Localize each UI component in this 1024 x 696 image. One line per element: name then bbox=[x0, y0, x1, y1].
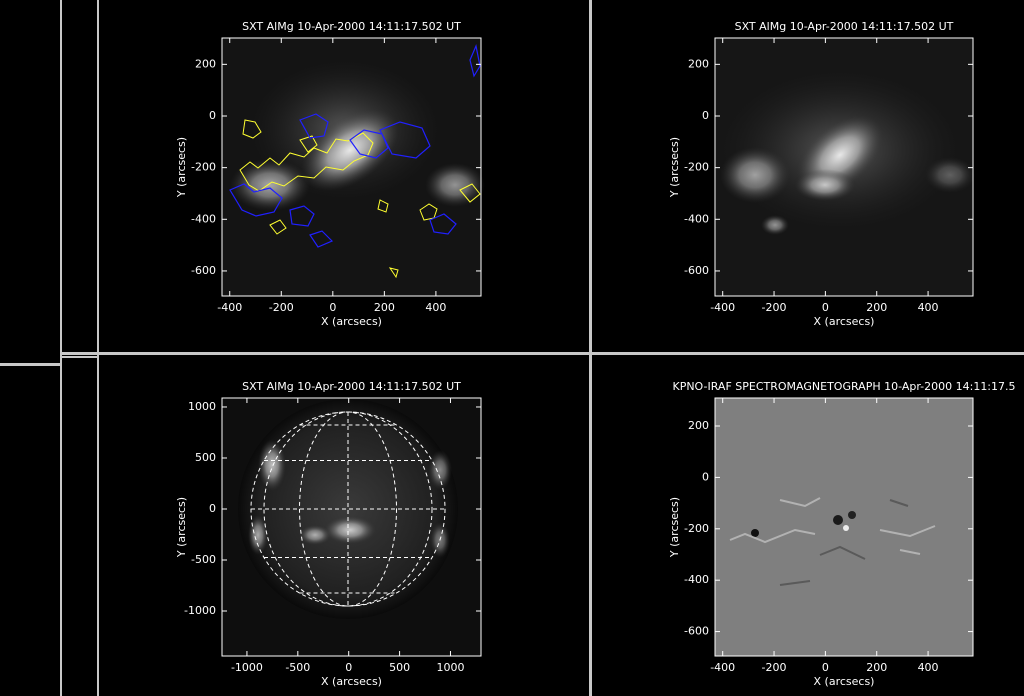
x-tick-label: 400 bbox=[918, 301, 939, 314]
x-tick-label: 500 bbox=[389, 661, 410, 674]
y-tick-label: -600 bbox=[684, 625, 709, 638]
y-tick-label: -600 bbox=[191, 264, 216, 277]
y-axis-label: Y (arcsecs) bbox=[668, 497, 681, 558]
magnetogram-image bbox=[715, 398, 973, 656]
y-tick-label: 500 bbox=[195, 451, 216, 464]
y-tick-label: -1000 bbox=[184, 604, 216, 617]
x-tick-label: -200 bbox=[269, 301, 294, 314]
y-axis-label: Y (arcsecs) bbox=[175, 497, 188, 558]
x-tick-label: -400 bbox=[710, 301, 735, 314]
y-tick-label: 0 bbox=[209, 502, 216, 515]
x-tick-label: 200 bbox=[374, 301, 395, 314]
x-tick-label: -1000 bbox=[231, 661, 263, 674]
y-tick-label: -200 bbox=[684, 161, 709, 174]
x-tick-label: -500 bbox=[285, 661, 310, 674]
panel-title: KPNO-IRAF SPECTROMAGNETOGRAPH 10-Apr-200… bbox=[672, 380, 1015, 393]
x-tick-label: -400 bbox=[217, 301, 242, 314]
panel-title: SXT AlMg 10-Apr-2000 14:11:17.502 UT bbox=[242, 20, 461, 33]
plot-frame bbox=[221, 397, 482, 657]
sxt-image-contours bbox=[222, 38, 485, 296]
full-disk-image bbox=[222, 398, 481, 656]
y-tick-label: 1000 bbox=[188, 400, 216, 413]
y-tick-label: 0 bbox=[702, 109, 709, 122]
y-axis-label: Y (arcsecs) bbox=[175, 137, 188, 198]
plot-frame bbox=[221, 37, 482, 297]
y-tick-label: 200 bbox=[688, 419, 709, 432]
x-tick-label: 0 bbox=[329, 301, 336, 314]
x-tick-label: 200 bbox=[866, 301, 887, 314]
x-tick-label: 0 bbox=[822, 661, 829, 674]
x-tick-label: 200 bbox=[866, 661, 887, 674]
separator bbox=[60, 0, 62, 696]
y-tick-label: 0 bbox=[702, 470, 709, 483]
x-axis-label: X (arcsecs) bbox=[321, 315, 382, 328]
x-tick-label: 400 bbox=[918, 661, 939, 674]
y-axis-label: Y (arcsecs) bbox=[668, 137, 681, 198]
separator bbox=[62, 352, 1024, 355]
x-axis-label: X (arcsecs) bbox=[814, 315, 875, 328]
y-tick-label: -600 bbox=[684, 264, 709, 277]
y-tick-label: 200 bbox=[688, 57, 709, 70]
x-axis-label: X (arcsecs) bbox=[814, 675, 875, 688]
x-tick-label: -200 bbox=[762, 301, 787, 314]
y-tick-label: -400 bbox=[191, 212, 216, 225]
y-tick-label: -200 bbox=[684, 522, 709, 535]
plot-frame bbox=[714, 37, 974, 297]
sxt-image bbox=[715, 38, 975, 296]
separator bbox=[0, 363, 60, 366]
y-tick-label: 200 bbox=[195, 57, 216, 70]
x-tick-label: 0 bbox=[345, 661, 352, 674]
y-tick-label: 0 bbox=[209, 109, 216, 122]
panel-title: SXT AlMg 10-Apr-2000 14:11:17.502 UT bbox=[735, 20, 954, 33]
y-tick-label: -200 bbox=[191, 161, 216, 174]
y-tick-label: -400 bbox=[684, 573, 709, 586]
x-tick-label: -200 bbox=[762, 661, 787, 674]
x-tick-label: 0 bbox=[822, 301, 829, 314]
plot-frame bbox=[714, 397, 974, 657]
separator bbox=[97, 0, 99, 696]
x-tick-label: -400 bbox=[710, 661, 735, 674]
x-axis-label: X (arcsecs) bbox=[321, 675, 382, 688]
x-tick-label: 1000 bbox=[436, 661, 464, 674]
separator bbox=[589, 0, 592, 696]
y-tick-label: -500 bbox=[191, 553, 216, 566]
y-tick-label: -400 bbox=[684, 212, 709, 225]
x-tick-label: 400 bbox=[425, 301, 446, 314]
panel-title: SXT AlMg 10-Apr-2000 14:11:17.502 UT bbox=[242, 380, 461, 393]
separator bbox=[62, 356, 97, 358]
